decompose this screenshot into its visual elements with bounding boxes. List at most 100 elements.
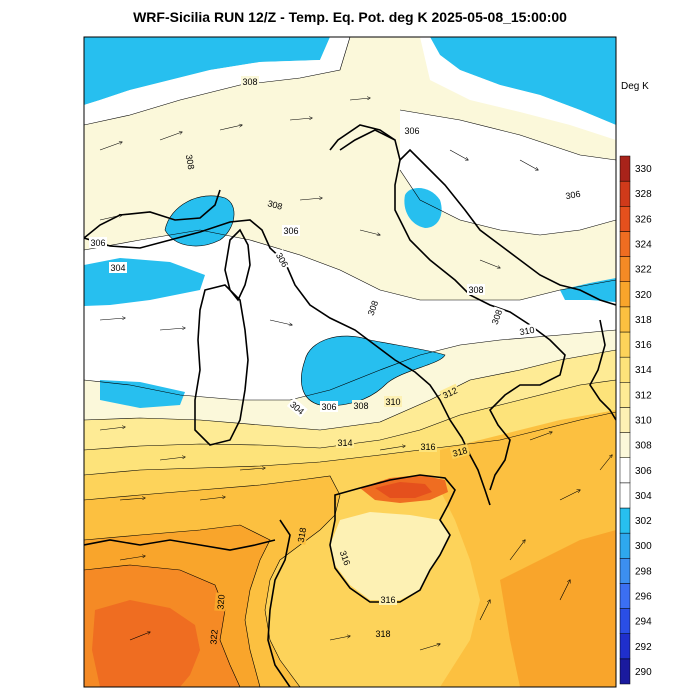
colorbar-swatch	[619, 155, 631, 182]
colorbar-tick-label: 308	[635, 441, 652, 452]
colorbar-swatch	[619, 356, 631, 383]
coast-italy-east	[339, 129, 566, 491]
colorbar-tick-label: 328	[635, 189, 652, 200]
cold-pool-adriatic-north	[404, 188, 442, 228]
coast-tunisia	[267, 519, 291, 687]
coast-corsica	[224, 228, 251, 302]
colorbar: 290 292 294 296 298 300 302 304 306 308 310 312 314 3…	[619, 155, 652, 685]
colorbar-tick-label: 326	[635, 214, 652, 225]
colorbar-tick-label: 318	[635, 315, 652, 326]
colorbar-tick-label: 296	[635, 592, 652, 603]
contour-label: 306	[90, 238, 105, 248]
contour-label: 318	[451, 445, 468, 459]
colorbar-unit-label: Deg K	[621, 81, 649, 92]
colorbar-swatch	[619, 507, 631, 534]
colorbar-swatch	[619, 482, 631, 509]
colorbar-swatch	[619, 658, 631, 685]
contour-label: 308	[242, 77, 257, 87]
colorbar-tick-label: 320	[635, 290, 652, 301]
contour-label: 318	[375, 629, 390, 639]
cold-pool-tyrrhenian	[301, 336, 445, 406]
colorbar-swatch	[619, 432, 631, 458]
colorbar-tick-label: 314	[635, 365, 652, 376]
colorbar-swatch	[619, 382, 631, 408]
contour-label: 310	[519, 325, 536, 337]
contour-label: 320	[215, 594, 226, 610]
coast-balkans	[399, 148, 616, 306]
colorbar-tick-label: 290	[635, 667, 652, 678]
contour-label: 308	[366, 299, 381, 317]
contour-label: 316	[380, 595, 395, 605]
colorbar-swatch	[619, 608, 631, 634]
colorbar-swatch	[619, 180, 631, 207]
colorbar-tick-label: 312	[635, 390, 652, 401]
colorbar-swatch	[619, 231, 631, 257]
band-320-322-east	[500, 530, 616, 687]
contour-label: 308	[468, 285, 483, 295]
contour-label: 308	[266, 198, 283, 212]
cold-region-northwest-light	[84, 37, 350, 125]
coast-algeria	[84, 539, 276, 551]
contour-label: 306	[565, 189, 582, 201]
band-304-308-north	[400, 110, 616, 235]
contour-label: 310	[385, 397, 400, 407]
colorbar-tick-label: 294	[635, 617, 652, 628]
colorbar-tick-label: 322	[635, 265, 652, 276]
cold-pool-adriatic-south	[560, 278, 616, 302]
colorbar-swatch	[619, 206, 631, 232]
contour-label: 322	[208, 629, 219, 645]
map-title: WRF-Sicilia RUN 12/Z - Temp. Eq. Pot. de…	[133, 9, 567, 25]
plot-frame	[83, 36, 617, 688]
band-304-308	[84, 230, 616, 400]
contour-label: 308	[353, 401, 368, 411]
cold-pool-sardinia	[100, 380, 185, 408]
colorbar-swatch	[619, 306, 631, 333]
colorbar-swatch	[619, 633, 631, 660]
cold-region-northeast	[430, 37, 616, 125]
coast-sicily	[329, 474, 456, 603]
sicily-north-hot	[375, 482, 432, 498]
contour-label: 314	[337, 438, 352, 448]
field-layer: 308 306 308 308 306 306 306 304 306 308 …	[84, 37, 616, 687]
contour-label: 304	[110, 263, 125, 273]
sicily-interior	[330, 512, 450, 600]
contour-label: 308	[490, 308, 505, 326]
band-324-326	[92, 600, 200, 687]
cold-region-northwest	[84, 37, 330, 105]
colorbar-swatch	[619, 331, 631, 358]
colorbar-tick-label: 302	[635, 516, 652, 527]
contour-label: 318	[296, 527, 308, 544]
colorbar-swatch	[619, 457, 631, 484]
contour-label: 306	[404, 126, 419, 136]
colorbar-swatch	[619, 256, 631, 282]
coast-sardinia	[194, 284, 249, 446]
coast-italy-north	[329, 124, 396, 151]
colorbar-tick-label: 330	[635, 164, 652, 175]
coast-france	[84, 189, 221, 239]
coast-greece	[589, 319, 616, 421]
colorbar-swatch	[619, 532, 631, 559]
colorbar-swatch	[619, 407, 631, 433]
colorbar-tick-label: 292	[635, 642, 652, 653]
contour-label: 306	[283, 226, 298, 236]
colorbar-tick-label: 316	[635, 340, 652, 351]
contour-label: 316	[338, 549, 353, 567]
colorbar-tick-label: 300	[635, 541, 652, 552]
coastlines	[84, 124, 616, 687]
contour-label: 306	[321, 402, 336, 412]
contour-lines	[84, 37, 616, 687]
coast-italy-west	[84, 219, 491, 506]
colorbar-tick-label: 304	[635, 491, 652, 502]
colorbar-tick-label: 310	[635, 416, 652, 427]
colorbar-tick-label: 298	[635, 566, 652, 577]
contour-label: 316	[420, 442, 435, 452]
contour-label: 308	[184, 154, 196, 171]
colorbar-swatch	[619, 583, 631, 609]
colorbar-swatch	[619, 281, 631, 308]
colorbar-swatch	[619, 558, 631, 584]
cold-region-northeast-white	[420, 37, 616, 140]
colorbar-tick-label: 306	[635, 466, 652, 477]
wind-vectors	[99, 98, 612, 651]
colorbar-tick-label: 324	[635, 240, 652, 251]
